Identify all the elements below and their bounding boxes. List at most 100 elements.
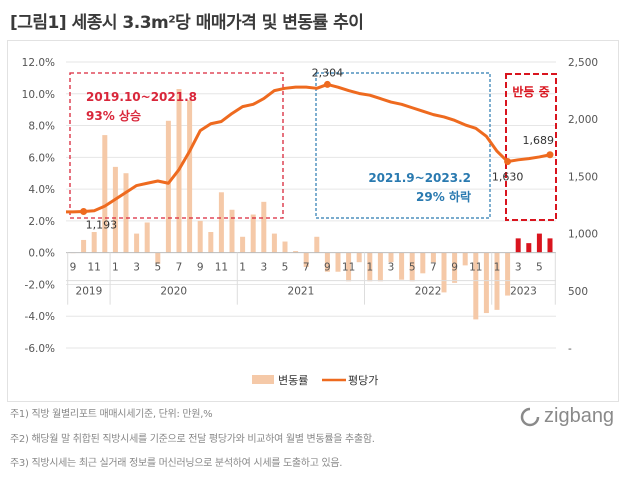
month-label: 7 bbox=[430, 262, 437, 274]
bar-2021.1 bbox=[240, 236, 246, 253]
bar-2020.1 bbox=[112, 166, 118, 253]
left-tick-label: -2.0% bbox=[25, 279, 55, 291]
bar-2020.6 bbox=[165, 120, 171, 253]
bar-2022.6 bbox=[420, 252, 426, 274]
bar-2021.3 bbox=[261, 201, 267, 253]
month-label: 3 bbox=[260, 262, 267, 274]
month-label: 5 bbox=[154, 262, 161, 274]
year-label: 2023 bbox=[510, 286, 537, 298]
right-tick-label: 1,000 bbox=[568, 229, 598, 241]
footnote-2: 주2) 해당월 말 취합된 직방시세를 기준으로 전달 평당가와 비교하여 월별… bbox=[10, 434, 375, 445]
bar-2022.1 bbox=[367, 252, 373, 282]
year-label: 2021 bbox=[288, 286, 315, 298]
right-tick-label: 2,000 bbox=[568, 114, 598, 126]
bar-2021.9 bbox=[324, 252, 330, 272]
bar-2020.3 bbox=[134, 233, 140, 253]
year-label: 2022 bbox=[415, 286, 442, 298]
month-label: 1 bbox=[112, 262, 119, 274]
zigbang-logo: zigbang bbox=[520, 405, 614, 428]
left-tick-label: 0.0% bbox=[28, 248, 55, 260]
month-label: 9 bbox=[324, 262, 331, 274]
annotation-rebound: 반등 중 bbox=[512, 84, 549, 99]
price-data-label: 1,689 bbox=[523, 134, 555, 147]
left-tick-label: 8.0% bbox=[28, 121, 55, 133]
annotation-box-fall bbox=[315, 72, 491, 219]
bar-2020.8 bbox=[187, 100, 193, 253]
month-label: 7 bbox=[176, 262, 183, 274]
month-label: 1 bbox=[366, 262, 373, 274]
month-label: 3 bbox=[515, 262, 522, 274]
chart: 12.0% 10.0% 8.0% 6.0% 4.0% 2.0% 0.0% -2.0% -4.0%… bbox=[22, 57, 598, 387]
bar-2021.4 bbox=[271, 233, 277, 253]
bar-2020.9 bbox=[197, 220, 203, 253]
left-tick-label: 10.0% bbox=[22, 89, 55, 101]
bar-2023.5 bbox=[536, 233, 542, 253]
bar-2022.10 bbox=[462, 252, 468, 266]
left-tick-label: 4.0% bbox=[28, 184, 55, 196]
bar-2022.2 bbox=[377, 252, 383, 282]
bar-2021.11 bbox=[346, 252, 352, 282]
bar-2021.2 bbox=[250, 214, 256, 253]
bar-2021.8 bbox=[314, 236, 320, 253]
price-point-2023.2 bbox=[504, 158, 512, 166]
month-label: 1 bbox=[239, 262, 246, 274]
bar-2023.6 bbox=[547, 238, 553, 253]
bar-2021.12 bbox=[356, 252, 362, 263]
month-label: 11 bbox=[469, 262, 482, 274]
bar-2019.12 bbox=[102, 135, 108, 253]
price-data-label: 1,193 bbox=[86, 219, 118, 232]
month-label: 5 bbox=[282, 262, 289, 274]
annotation-fall-period: 2021.9~2023.2 bbox=[368, 171, 471, 185]
bar-2022.12 bbox=[483, 252, 489, 314]
month-label: 9 bbox=[451, 262, 458, 274]
bar-2023.1 bbox=[494, 252, 500, 310]
month-label: 9 bbox=[70, 262, 77, 274]
bar-2021.6 bbox=[293, 251, 299, 253]
price-point-2019.10 bbox=[80, 208, 88, 216]
bar-2020.12 bbox=[229, 209, 235, 253]
left-tick-label: -4.0% bbox=[25, 311, 55, 323]
bar-2021.7 bbox=[303, 252, 309, 267]
logo-text: zigbang bbox=[544, 405, 615, 427]
price-point-2023.6 bbox=[546, 151, 554, 159]
left-tick-label: 2.0% bbox=[28, 216, 55, 228]
footnote-3: 주3) 직방시세는 최근 실거래 정보를 머신러닝으로 분석하여 시세를 도출하… bbox=[10, 458, 343, 469]
right-tick-label: 2,500 bbox=[568, 57, 598, 69]
bar-2022.11 bbox=[473, 252, 479, 320]
month-label: 3 bbox=[133, 262, 140, 274]
year-label: 2019 bbox=[76, 286, 103, 298]
annotation-fall-pct: 29% 하락 bbox=[416, 189, 471, 204]
price-data-label: 1,630 bbox=[492, 171, 524, 184]
bar-2022.7 bbox=[430, 252, 436, 263]
price-data-label: 2,304 bbox=[312, 66, 344, 79]
bar-2022.8 bbox=[441, 252, 447, 293]
bar-2022.4 bbox=[399, 252, 405, 280]
bar-2022.9 bbox=[452, 252, 458, 283]
bar-2020.11 bbox=[218, 192, 224, 253]
bar-2021.10 bbox=[335, 252, 341, 272]
legend-label-bar: 변동률 bbox=[278, 374, 308, 387]
left-tick-label: 12.0% bbox=[22, 57, 55, 69]
bar-2019.11 bbox=[91, 232, 97, 253]
legend-swatch-bar bbox=[252, 375, 274, 384]
annotation-box-rebound bbox=[505, 73, 557, 221]
bar-2021.5 bbox=[282, 241, 288, 253]
bar-2023.2 bbox=[505, 252, 511, 296]
bar-2020.2 bbox=[123, 173, 129, 253]
bar-2020.5 bbox=[155, 252, 161, 264]
bar-2022.3 bbox=[388, 252, 394, 263]
right-tick-label: 500 bbox=[568, 286, 588, 298]
month-label: 1 bbox=[494, 262, 501, 274]
year-label: 2020 bbox=[160, 286, 187, 298]
footnote-1: 주1) 직방 월별리포트 매매시세기준, 단위: 만원,% bbox=[10, 409, 213, 420]
annotation-rise-pct: 93% 상승 bbox=[86, 108, 141, 123]
month-label: 11 bbox=[342, 262, 355, 274]
month-label: 9 bbox=[197, 262, 204, 274]
bar-2023.4 bbox=[526, 243, 532, 253]
annotation-rise-period: 2019.10~2021.8 bbox=[86, 90, 197, 104]
month-label: 3 bbox=[388, 262, 395, 274]
right-tick-label: 1,500 bbox=[568, 171, 598, 183]
annotation-box-rise bbox=[69, 72, 284, 219]
month-label: 7 bbox=[303, 262, 310, 274]
left-tick-label: -6.0% bbox=[25, 343, 55, 355]
